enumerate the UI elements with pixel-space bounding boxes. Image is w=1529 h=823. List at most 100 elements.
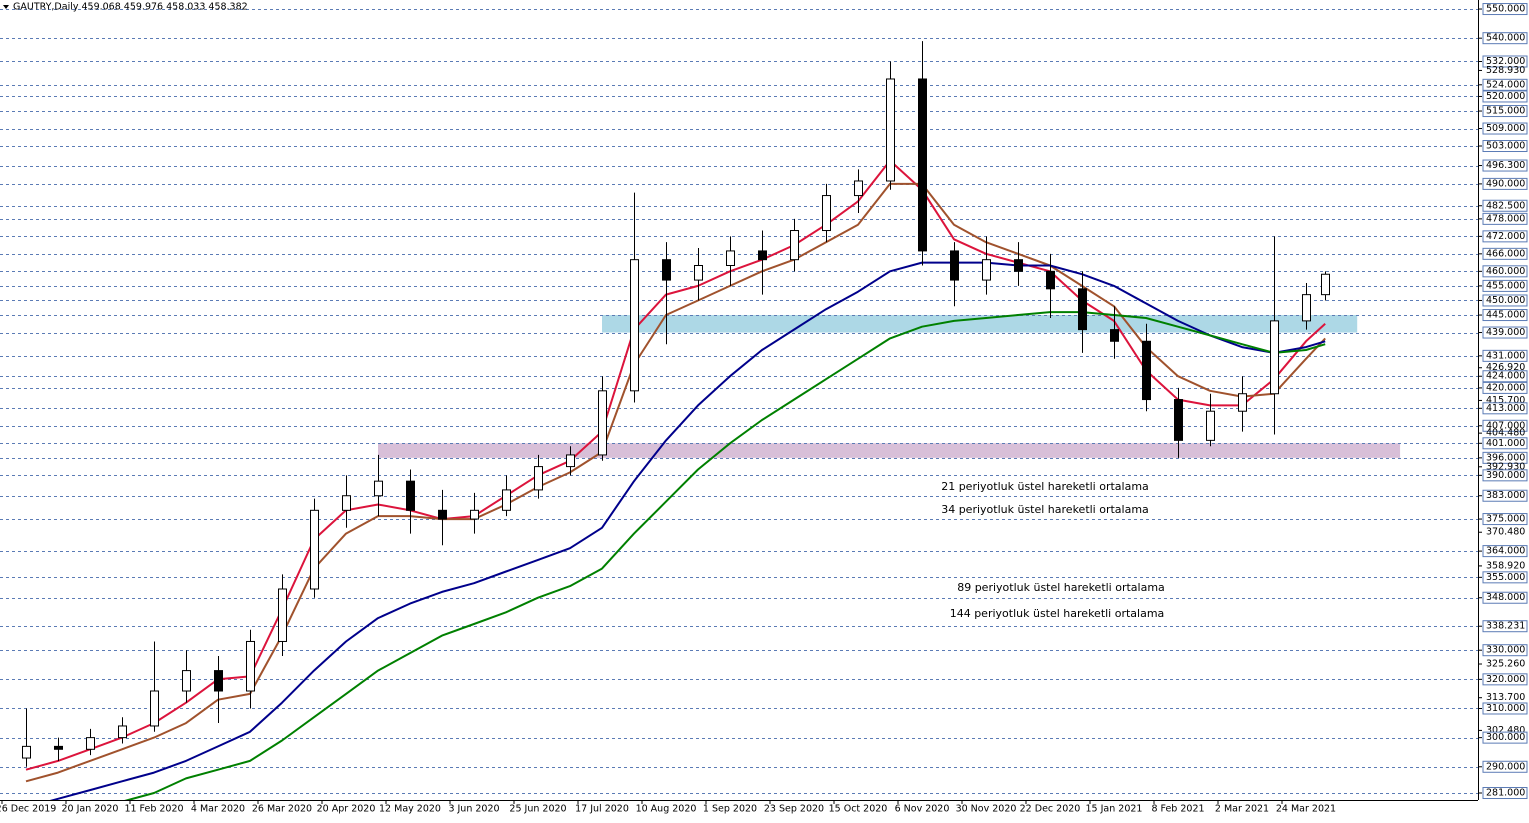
candle-body <box>278 588 287 642</box>
chart-title: GAUTRY,Daily 459.068 459.976 458.033 458… <box>13 2 248 13</box>
level-lines <box>0 9 1478 794</box>
x-tick-label: 6 Nov 2020 <box>895 804 950 815</box>
candle-body <box>822 195 831 232</box>
y-tick-label: 431.000 <box>1486 350 1525 361</box>
candle-body <box>790 230 799 261</box>
candle-body <box>534 466 543 491</box>
y-label-box <box>1482 451 1528 464</box>
candle-body <box>1270 320 1279 395</box>
y-tick-label: 290.000 <box>1486 761 1525 772</box>
y-tick-label: 496.300 <box>1486 160 1525 171</box>
candle-body <box>598 390 607 456</box>
x-tick-label: 15 Jan 2021 <box>1086 804 1143 815</box>
y-tick-label: 375.000 <box>1486 514 1525 525</box>
annotation: 144 periyotluk üstel hareketli ortalama <box>950 607 1165 620</box>
x-tick-label: 1 Sep 2020 <box>703 804 757 815</box>
x-tick-label: 4 Mar 2020 <box>191 804 245 815</box>
y-label-box <box>1482 159 1528 172</box>
candle-body <box>886 78 895 182</box>
y-label-box <box>1482 122 1528 135</box>
y-label-box <box>1482 230 1528 243</box>
ema-line <box>49 261 1326 800</box>
y-label-box <box>1482 571 1528 584</box>
candle-body <box>470 509 479 520</box>
y-tick-label: 550.000 <box>1486 4 1525 15</box>
y-tick-label: 472.000 <box>1486 231 1525 242</box>
y-label-box <box>1482 105 1528 118</box>
y-tick-label: 540.000 <box>1486 33 1525 44</box>
dropdown-icon <box>3 5 9 9</box>
y-tick-label: 330.000 <box>1486 645 1525 656</box>
y-tick-label: 404.480 <box>1486 428 1525 439</box>
candle-body <box>1206 410 1215 441</box>
y-label-box <box>1482 644 1528 657</box>
y-tick-label: 383.000 <box>1486 490 1525 501</box>
candle-body <box>1174 399 1183 441</box>
candle-body <box>502 489 511 511</box>
ema-line <box>25 159 1326 771</box>
candle-body <box>438 509 447 520</box>
y-label-box <box>1482 177 1528 190</box>
y-tick-label: 509.000 <box>1486 123 1525 134</box>
y-label-box <box>1482 469 1528 482</box>
x-tick-label: 3 Jun 2020 <box>448 804 499 815</box>
y-label-box <box>1482 140 1528 153</box>
moving-averages <box>25 159 1326 800</box>
y-tick-label: 520.000 <box>1486 91 1525 102</box>
y-tick-label: 524.000 <box>1486 79 1525 90</box>
candle-body <box>406 480 415 511</box>
candle-body <box>214 670 223 692</box>
candle-body <box>950 250 959 281</box>
y-label-box <box>1482 309 1528 322</box>
y-tick-label: 370.480 <box>1486 527 1525 538</box>
candle-body <box>1238 393 1247 412</box>
candle-body <box>22 745 31 759</box>
candle-body <box>1321 273 1330 296</box>
y-tick-label: 503.000 <box>1486 141 1525 152</box>
y-label-box <box>1482 265 1528 278</box>
ema-line <box>25 182 1326 783</box>
y-label-box <box>1482 212 1528 225</box>
y-tick-label: 482.500 <box>1486 200 1525 211</box>
candle-body <box>726 250 735 267</box>
x-tick-label: 24 Mar 2021 <box>1276 804 1336 815</box>
candle-body <box>758 250 767 261</box>
candle-body <box>694 265 703 281</box>
x-tick-label: 17 Jul 2020 <box>575 804 629 815</box>
candle-body <box>86 737 95 750</box>
candle-body <box>1078 288 1087 331</box>
y-label-box <box>1482 673 1528 686</box>
y-tick-label: 325.260 <box>1486 659 1525 670</box>
y-tick-label: 300.000 <box>1486 732 1525 743</box>
y-tick-label: 426.920 <box>1486 362 1525 373</box>
candle-body <box>566 454 575 468</box>
candle-body <box>918 78 927 252</box>
y-label-box <box>1482 545 1528 558</box>
y-label-box <box>1482 702 1528 715</box>
zones <box>378 315 1401 458</box>
y-tick-label: 420.000 <box>1486 382 1525 393</box>
x-tick-label: 10 Aug 2020 <box>636 804 697 815</box>
y-tick-label: 390.000 <box>1486 470 1525 481</box>
y-label-box <box>1482 620 1528 633</box>
y-tick-label: 515.000 <box>1486 106 1525 117</box>
y-label-box <box>1482 489 1528 502</box>
y-tick-label: 407.000 <box>1486 420 1525 431</box>
y-label-box <box>1482 513 1528 526</box>
y-tick-label: 320.000 <box>1486 674 1525 685</box>
candle-body <box>1014 259 1023 272</box>
annotation: 34 periyotluk üstel hareketli ortalama <box>941 503 1149 516</box>
zone <box>378 443 1401 458</box>
candles <box>22 41 1330 767</box>
y-label-box <box>1482 349 1528 362</box>
x-tick-label: 15 Oct 2020 <box>829 804 888 815</box>
y-label-box <box>1482 78 1528 91</box>
zone <box>602 315 1358 333</box>
y-tick-label: 478.000 <box>1486 213 1525 224</box>
y-label-box <box>1482 3 1528 16</box>
candle-body <box>310 509 319 590</box>
x-tick-label: 25 Jun 2020 <box>509 804 566 815</box>
y-label-box <box>1482 279 1528 292</box>
